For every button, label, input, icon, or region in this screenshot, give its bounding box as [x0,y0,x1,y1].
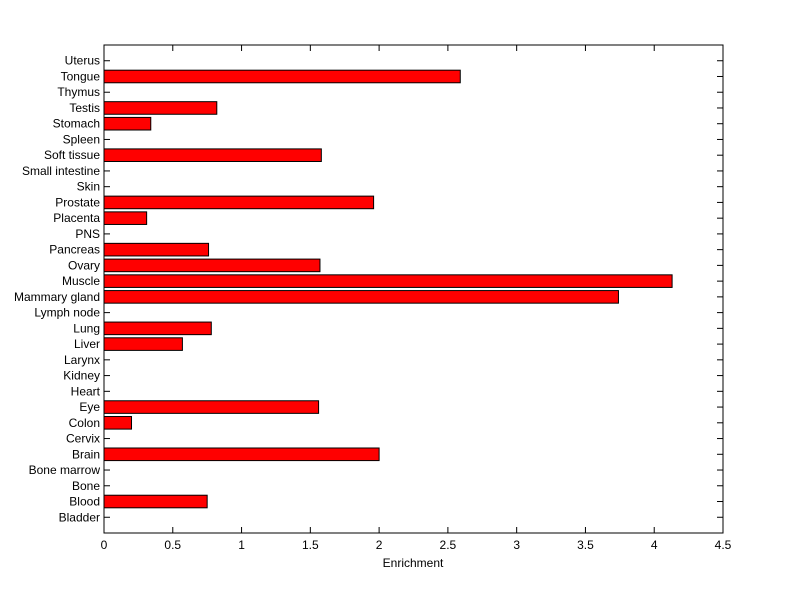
y-tick-label: Larynx [64,353,100,367]
y-tick-label: Prostate [55,195,100,209]
bar [103,416,133,430]
bar [103,195,375,210]
y-tick-label: Liver [74,337,100,351]
y-tick-label: Colon [69,416,100,430]
y-tick-label: Placenta [53,211,100,225]
y-tick-label: Lymph node [34,306,100,320]
bar [103,242,210,257]
bar [103,148,322,162]
y-tick-label: Lung [73,321,100,335]
y-tick-label: Bone [72,479,100,493]
bar [103,274,673,288]
y-tick-label: Stomach [53,117,100,131]
x-tick-label: 3 [513,538,520,552]
y-tick-label: Ovary [68,258,100,272]
bar [103,69,461,84]
x-axis-label: Enrichment [383,556,444,570]
y-tick-label: Tongue [61,69,101,83]
y-tick-label: Bone marrow [29,463,101,477]
y-tick-label: Muscle [62,274,100,288]
y-tick-label: Mammary gland [14,290,100,304]
y-tick-label: Soft tissue [44,148,100,162]
x-tick-label: 0.5 [164,538,181,552]
bar [103,101,218,115]
y-tick-label: Kidney [63,369,100,383]
x-tick-label: 1 [238,538,245,552]
y-tick-label: Brain [72,447,100,461]
bar [103,400,320,414]
y-tick-label: Small intestine [22,164,100,178]
bar [103,290,619,304]
y-tick-label: Skin [77,180,100,194]
bar [103,258,321,273]
y-tick-label: Cervix [66,432,100,446]
bar [103,321,212,336]
y-tick-label: Blood [69,495,100,509]
plot-frame [103,44,724,534]
x-tick-label: 0 [101,538,108,552]
y-tick-label: Spleen [63,132,100,146]
y-tick-label: Uterus [65,54,100,68]
y-tick-label: Bladder [59,510,100,524]
y-tick-label: Thymus [57,85,100,99]
x-tick-label: 2 [376,538,383,552]
x-tick-label: 4.5 [715,538,732,552]
x-tick-label: 1.5 [302,538,319,552]
x-tick-label: 3.5 [577,538,594,552]
y-tick-label: Eye [79,400,100,414]
bar [103,211,148,225]
bar [103,447,380,462]
y-tick-label: Testis [69,101,100,115]
bar [103,494,208,509]
bar [103,116,152,131]
y-tick-label: PNS [75,227,100,241]
bar [103,337,183,351]
y-tick-label: Heart [71,384,101,398]
x-tick-label: 4 [651,538,658,552]
y-tick-label: Pancreas [49,243,100,257]
x-tick-label: 2.5 [440,538,457,552]
